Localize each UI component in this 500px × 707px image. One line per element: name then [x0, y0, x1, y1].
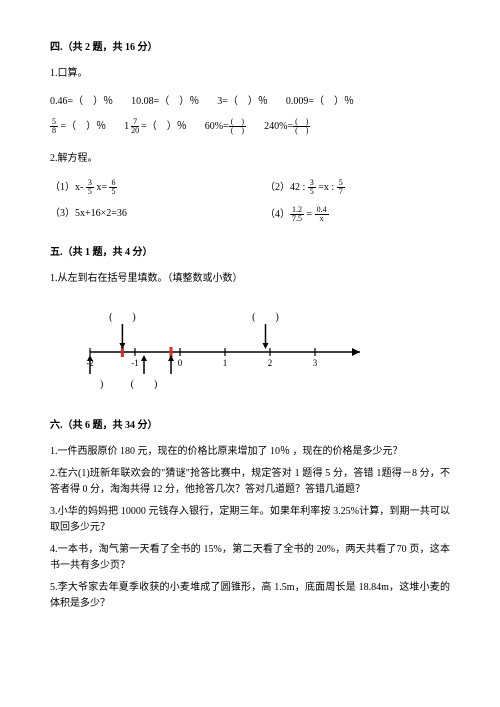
frac-blank-1: ( )( ): [229, 118, 246, 135]
calc-5: 58 =（ ）％: [50, 118, 106, 135]
q4-1-label: 1.口算。: [50, 66, 450, 82]
word-problems: 1.一件西服原价 180 元，现在的价格比原来增加了 10％ ，现在的价格是多少…: [50, 444, 450, 612]
svg-text:-1: -1: [131, 358, 139, 368]
svg-text:0: 0: [178, 358, 183, 368]
frac-blank-2: ( )( ): [293, 118, 310, 135]
wp-3: 3.小华的妈妈把 10000 元钱存入银行，定期三年。如果年利率按 3.25%计…: [50, 504, 450, 536]
section-5: 五.（共 1 题，共 4 分） 1.从左到右在括号里填数。（填整数或小数） -2…: [50, 245, 450, 398]
calc-1: 0.46=（ ）％: [50, 94, 113, 110]
calc-row-2: 58 =（ ）％ 1720=（ ）％ 60%=( )( ) 240%=( )( …: [50, 118, 450, 135]
calc-row-1: 0.46=（ ）％ 10.08=（ ）％ 3=（ ）％ 0.009=（ ）％: [50, 94, 450, 110]
section-4-title: 四.（共 2 题，共 16 分）: [50, 40, 450, 56]
svg-text:2: 2: [268, 358, 273, 368]
calc-6: 1720=（ ）％: [124, 118, 187, 135]
section-5-title: 五.（共 1 题，共 4 分）: [50, 245, 450, 261]
calc-3: 3=（ ）％: [217, 94, 268, 110]
eq-grid: （1）x- 35 x= 65 （2）42 : 35 =x : 57 （3）5x+…: [50, 179, 450, 223]
svg-text:( ): ( ): [252, 312, 279, 323]
calc-2: 10.08=（ ）％: [131, 94, 199, 110]
wp-5: 5.李大爷家去年夏季收获的小麦堆成了圆锥形，高 1.5m，底面周长是 18.84…: [50, 580, 450, 612]
svg-text:3: 3: [313, 358, 318, 368]
wp-2: 2.在六(1)班新年联欢会的"猜谜"抢答比赛中，规定答对 1 题得 5 分，答错…: [50, 466, 450, 498]
svg-text:( ): ( ): [80, 379, 103, 390]
svg-text:( ): ( ): [131, 379, 158, 390]
q5-1: 1.从左到右在括号里填数。（填整数或小数）: [50, 271, 450, 287]
eq-2: （2）42 : 35 =x : 57: [265, 179, 450, 196]
section-6: 六.（共 6 题，共 34 分） 1.一件西服原价 180 元，现在的价格比原来…: [50, 418, 450, 612]
wp-1: 1.一件西服原价 180 元，现在的价格比原来增加了 10％ ，现在的价格是多少…: [50, 444, 450, 460]
svg-text:( ): ( ): [109, 312, 136, 323]
number-line-svg: -2-10123( )( )( )( ): [80, 302, 380, 392]
calc-8: 240%=( )( ): [264, 118, 310, 135]
eq-3: （3）5x+16×2=36: [50, 206, 235, 223]
q4-2-label: 2.解方程。: [50, 151, 450, 167]
section-4: 四.（共 2 题，共 16 分） 1.口算。 0.46=（ ）％ 10.08=（…: [50, 40, 450, 223]
frac-7-20: 720: [129, 118, 141, 135]
calc-4: 0.009=（ ）％: [286, 94, 354, 110]
calc-7: 60%=( )( ): [205, 118, 246, 135]
number-line: -2-10123( )( )( )( ): [80, 302, 450, 398]
frac-5-8: 58: [50, 118, 58, 135]
q4-2: 2.解方程。: [50, 151, 450, 167]
section-6-title: 六.（共 6 题，共 34 分）: [50, 418, 450, 434]
q4-1: 1.口算。: [50, 66, 450, 82]
wp-4: 4.一本书，淘气第一天看了全书的 15%，第二天看了全书的 20%，两天共看了7…: [50, 542, 450, 574]
svg-text:1: 1: [223, 358, 228, 368]
eq-4: （4）1.27.5 = 0.4x: [265, 206, 450, 223]
eq-1: （1）x- 35 x= 65: [50, 179, 235, 196]
